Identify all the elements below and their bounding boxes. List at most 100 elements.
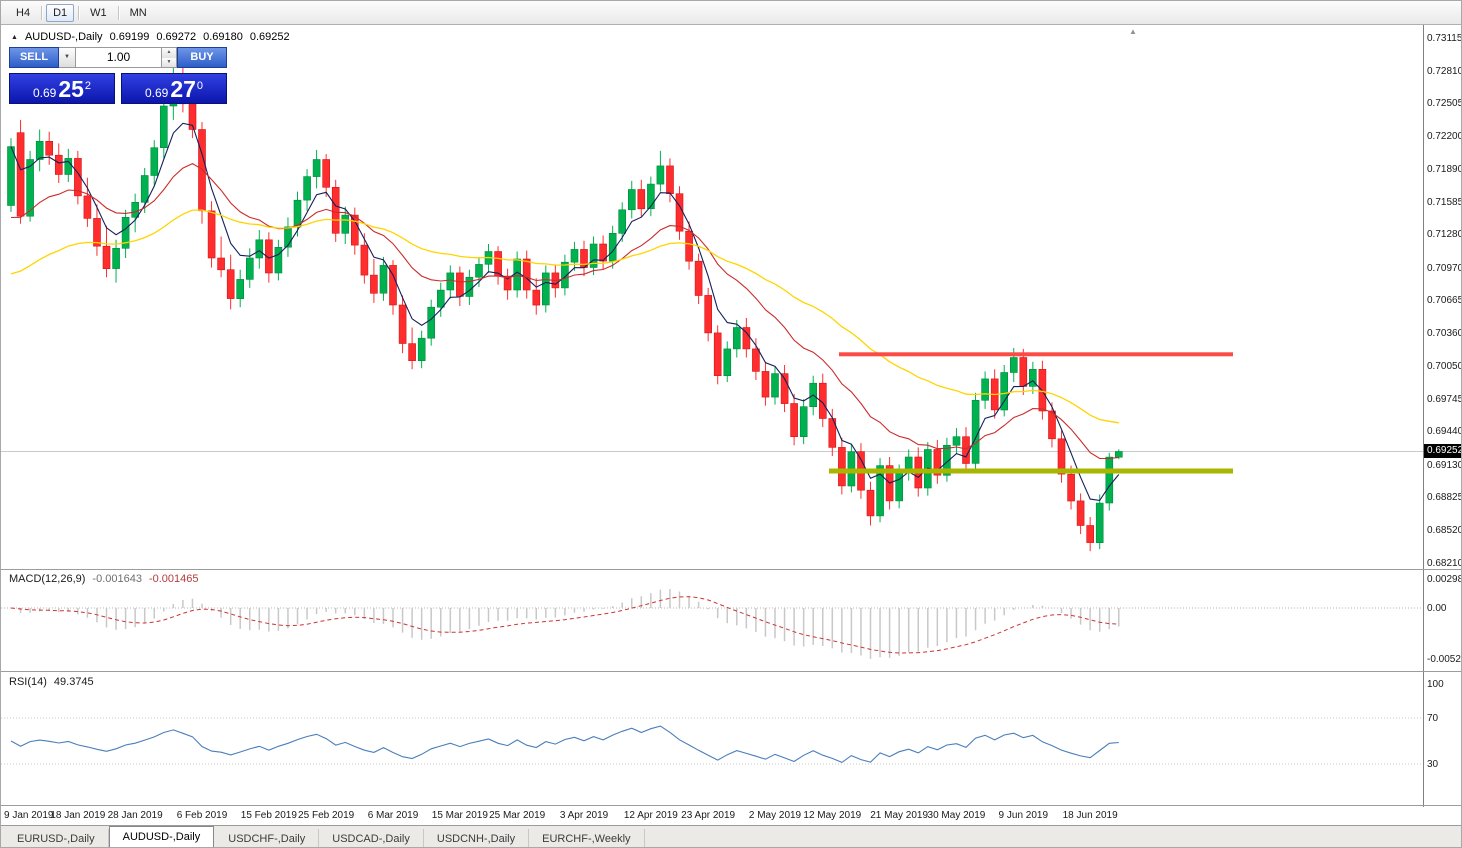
price-axis[interactable]: 0.69252 0.73115 0.72810 0.72505 0.72200 0.71… <box>1423 25 1462 807</box>
chart-tabs: EURUSD-,Daily AUDUSD-,Daily USDCHF-,Daily U… <box>4 826 645 847</box>
buy-price-prefix: 0.69 <box>144 86 169 100</box>
chevron-down-icon: ▼ <box>64 54 70 60</box>
chart-tab-eurchf-weekly[interactable]: EURCHF-,Weekly <box>529 829 645 847</box>
price-axis-label: 0.68520 <box>1427 524 1462 536</box>
buy-price-point: 0 <box>196 80 204 92</box>
toolbar-separator <box>78 5 80 20</box>
chart-tab-usdcad-daily[interactable]: USDCAD-,Daily <box>319 829 424 847</box>
rsi-line <box>10 725 1119 764</box>
date-axis-label: 6 Mar 2019 <box>367 810 419 821</box>
sell-price-point: 2 <box>84 80 92 92</box>
price-axis-label: 0.70050 <box>1427 361 1462 373</box>
buy-price-pips: 27 <box>170 76 196 102</box>
volume-stepper[interactable]: ▲ ▼ <box>162 47 177 68</box>
toolbar-separator <box>117 5 119 20</box>
moving-average-line-2 <box>10 209 1119 424</box>
timeframe-button-mn[interactable]: MN <box>129 6 147 19</box>
one-click-trading-panel: SELL ▼ 1.00 ▲ ▼ BUY 0.69 25 2 0.69 27 0 <box>9 47 227 104</box>
stepper-down-icon[interactable]: ▼ <box>162 57 176 67</box>
stepper-up-icon[interactable]: ▲ <box>162 48 176 58</box>
timeframe-button-d1[interactable]: D1 <box>46 3 75 22</box>
rsi-axis-label: 70 <box>1427 713 1439 724</box>
chart-tab-audusd-daily[interactable]: AUDUSD-,Daily <box>108 826 215 847</box>
price-axis-label: 0.68210 <box>1427 558 1462 569</box>
macd-label: MACD(12,26,9) -0.001643 -0.001465 <box>9 573 199 585</box>
ohlc-close: 0.69252 <box>249 31 290 43</box>
rsi-title: RSI(14) <box>9 676 47 688</box>
price-axis-label: 0.71890 <box>1427 164 1462 176</box>
date-axis-label: 9 Jun 2019 <box>998 810 1049 821</box>
sell-price-quote[interactable]: 0.69 25 2 <box>9 73 115 104</box>
price-axis-label: 0.68825 <box>1427 492 1462 504</box>
date-axis-label: 2 May 2019 <box>748 810 802 821</box>
candles-layer <box>7 55 1123 552</box>
toolbar-separator <box>41 5 43 20</box>
timeframe-button-group: H4 D1 W1 MN <box>9 3 154 22</box>
ohlc-low: 0.69180 <box>203 31 243 43</box>
date-axis-label: 25 Feb 2019 <box>298 810 355 821</box>
chart-tab-eurusd-daily[interactable]: EURUSD-,Daily <box>4 829 109 847</box>
price-axis-label: 0.72810 <box>1427 65 1462 77</box>
sell-button[interactable]: SELL <box>9 47 59 68</box>
resistance-line[interactable] <box>839 352 1233 357</box>
price-axis-label: 0.71280 <box>1427 229 1462 241</box>
price-axis-label: 0.70360 <box>1427 327 1462 339</box>
timeframe-button-h4[interactable]: H4 <box>16 6 31 19</box>
chart-title: AUDUSD-,Daily <box>24 31 103 43</box>
buy-button[interactable]: BUY <box>177 47 227 68</box>
price-axis-label: 0.70665 <box>1427 295 1462 307</box>
date-axis-label: 18 Jun 2019 <box>1062 810 1118 821</box>
date-axis-label: 21 May 2019 <box>870 810 929 821</box>
date-axis-label: 12 May 2019 <box>803 810 862 821</box>
ohlc-high: 0.69272 <box>156 31 197 43</box>
timeframe-toolbar: H4 D1 W1 MN <box>1 1 1461 25</box>
date-axis-label: 15 Mar 2019 <box>431 810 488 821</box>
volume-input[interactable]: 1.00 <box>76 47 162 68</box>
chart-symbol-header: ▲ AUDUSD-,Daily 0.69199 0.69272 0.69180 … <box>11 31 290 43</box>
support-line[interactable] <box>829 468 1233 474</box>
rsi-axis-label: 30 <box>1427 759 1439 770</box>
macd-indicator-pane[interactable] <box>1 570 1423 671</box>
price-axis-label: 0.69745 <box>1427 393 1462 405</box>
price-axis-label: 0.73115 <box>1427 33 1462 44</box>
date-axis-label: 6 Feb 2019 <box>176 810 228 821</box>
date-axis-label: 23 Apr 2019 <box>681 810 736 821</box>
price-axis-label: 0.70970 <box>1427 262 1462 274</box>
date-axis-label: 12 Apr 2019 <box>623 810 678 821</box>
chart-shift-marker-icon[interactable]: ▲ <box>1129 27 1137 36</box>
sell-price-pips: 25 <box>58 76 84 102</box>
macd-main-value: -0.001643 <box>92 573 142 585</box>
pane-separator <box>1 805 1461 806</box>
macd-axis-label: 0.002984 <box>1427 573 1461 585</box>
volume-dropdown-button[interactable]: ▼ <box>59 47 76 68</box>
macd-signal-value: -0.001465 <box>148 573 199 585</box>
ohlc-open: 0.69199 <box>109 31 150 43</box>
pane-separator[interactable] <box>1 569 1461 570</box>
date-axis-label: 25 Mar 2019 <box>489 810 546 821</box>
sell-price-prefix: 0.69 <box>32 86 57 100</box>
price-axis-label: 0.72200 <box>1427 130 1462 142</box>
timeframe-button-w1[interactable]: W1 <box>90 6 107 19</box>
rsi-indicator-pane[interactable] <box>1 672 1423 805</box>
macd-signal-line <box>10 596 1119 654</box>
macd-axis-label: -0.005256 <box>1427 654 1461 666</box>
collapse-panel-icon[interactable]: ▲ <box>11 33 18 41</box>
date-axis-label: 30 May 2019 <box>927 810 986 821</box>
price-axis-label: 0.71585 <box>1427 196 1462 208</box>
macd-axis-label: 0.00 <box>1427 603 1447 614</box>
date-axis-label: 9 Jan 2019 <box>4 810 54 821</box>
pane-separator[interactable] <box>1 671 1461 672</box>
chart-tab-usdchf-daily[interactable]: USDCHF-,Daily <box>215 829 320 847</box>
price-axis-label: 0.69440 <box>1427 426 1462 438</box>
buy-price-quote[interactable]: 0.69 27 0 <box>121 73 227 104</box>
macd-histogram <box>19 589 1120 659</box>
rsi-axis-label: 100 <box>1427 678 1444 690</box>
time-axis[interactable]: 9 Jan 2019 18 Jan 2019 28 Jan 2019 6 Feb 20… <box>1 806 1423 824</box>
price-axis-label: 0.72505 <box>1427 98 1462 110</box>
chart-tab-usdcnh-daily[interactable]: USDCNH-,Daily <box>424 829 530 847</box>
moving-average-line-0 <box>10 122 1120 501</box>
date-axis-label: 28 Jan 2019 <box>107 810 163 821</box>
main-price-chart[interactable] <box>1 25 1423 569</box>
moving-average-line-1 <box>10 162 1119 460</box>
